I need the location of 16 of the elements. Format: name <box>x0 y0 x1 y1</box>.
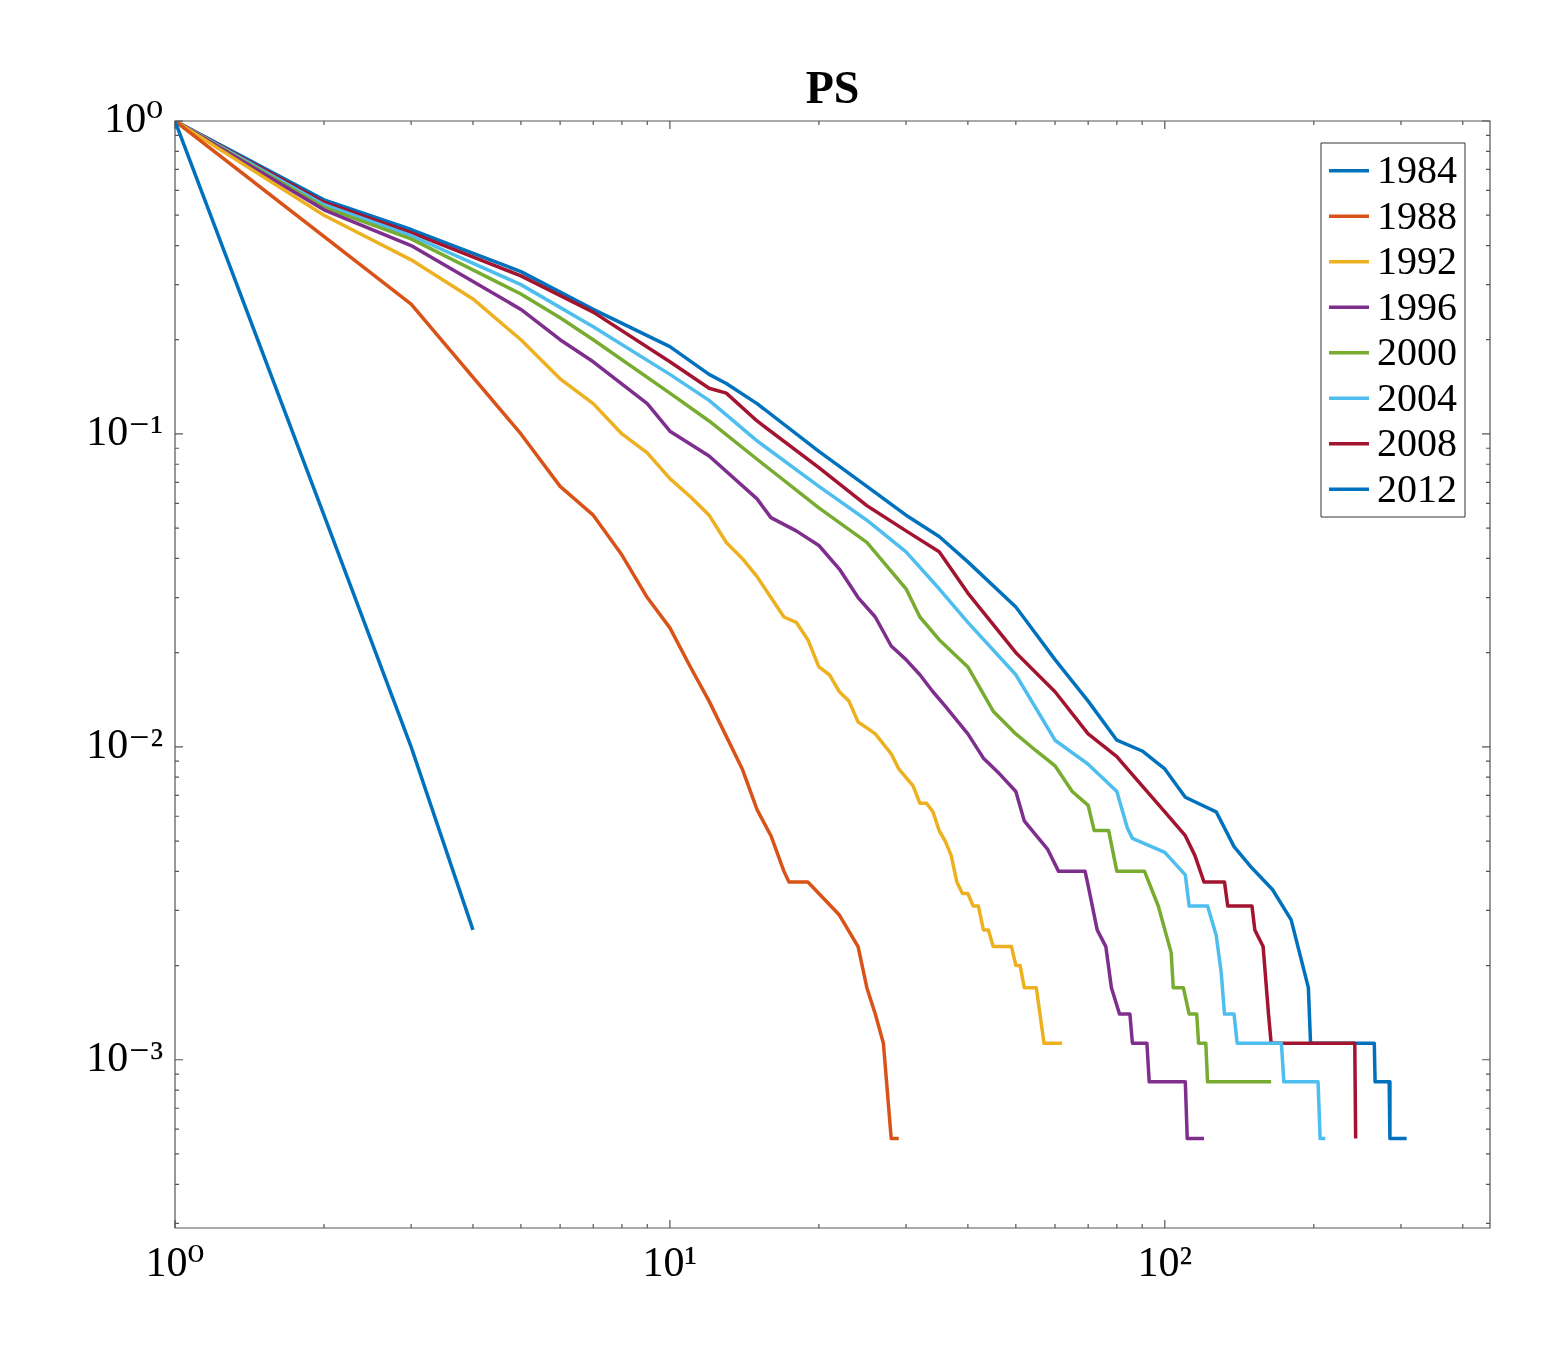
y-tick-label: 10⁻² <box>86 720 163 767</box>
legend-label: 2000 <box>1377 329 1457 375</box>
x-tick-label: 10¹ <box>642 1239 698 1286</box>
y-tick-label: 10⁻¹ <box>86 407 163 454</box>
chart-title: PS <box>805 62 860 113</box>
legend-label: 1996 <box>1377 283 1457 329</box>
legend-label: 1988 <box>1377 192 1457 238</box>
legend-label: 2008 <box>1377 420 1457 466</box>
y-tick-label: 10⁻³ <box>86 1033 163 1080</box>
legend-label: 2004 <box>1377 374 1457 420</box>
legend-label: 2012 <box>1377 465 1457 511</box>
x-tick-label: 10² <box>1137 1239 1193 1286</box>
legend-label: 1984 <box>1377 147 1457 193</box>
x-tick-label: 10⁰ <box>145 1239 205 1286</box>
legend-label: 1992 <box>1377 238 1457 284</box>
y-tick-label: 10⁰ <box>104 95 163 142</box>
